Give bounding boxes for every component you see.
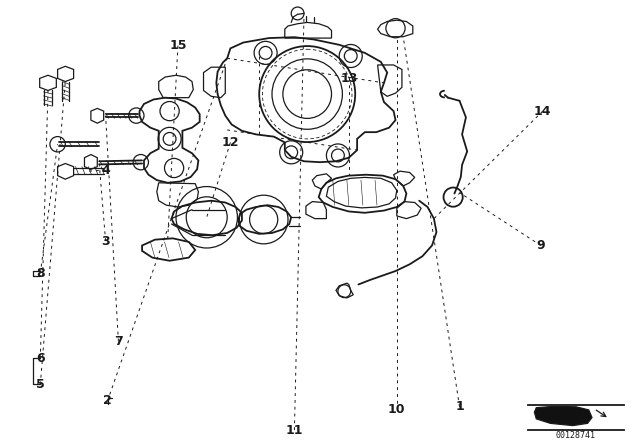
Text: 9: 9 [536, 239, 545, 252]
Text: 00128741: 00128741 [556, 431, 596, 440]
Text: 6: 6 [36, 352, 45, 365]
Text: 8: 8 [36, 267, 45, 280]
Text: 15: 15 [169, 39, 187, 52]
Text: 14: 14 [534, 104, 552, 118]
Text: 10: 10 [388, 403, 406, 417]
Text: 12: 12 [221, 136, 239, 149]
Text: 1: 1 [455, 400, 464, 414]
Text: 13: 13 [340, 72, 358, 85]
Text: 3: 3 [101, 234, 110, 248]
Text: 11: 11 [285, 423, 303, 437]
Text: 7: 7 [114, 335, 123, 348]
Text: 2: 2 [103, 394, 112, 408]
Text: 4: 4 [101, 164, 110, 177]
Text: 5: 5 [36, 378, 45, 391]
Polygon shape [534, 406, 592, 426]
